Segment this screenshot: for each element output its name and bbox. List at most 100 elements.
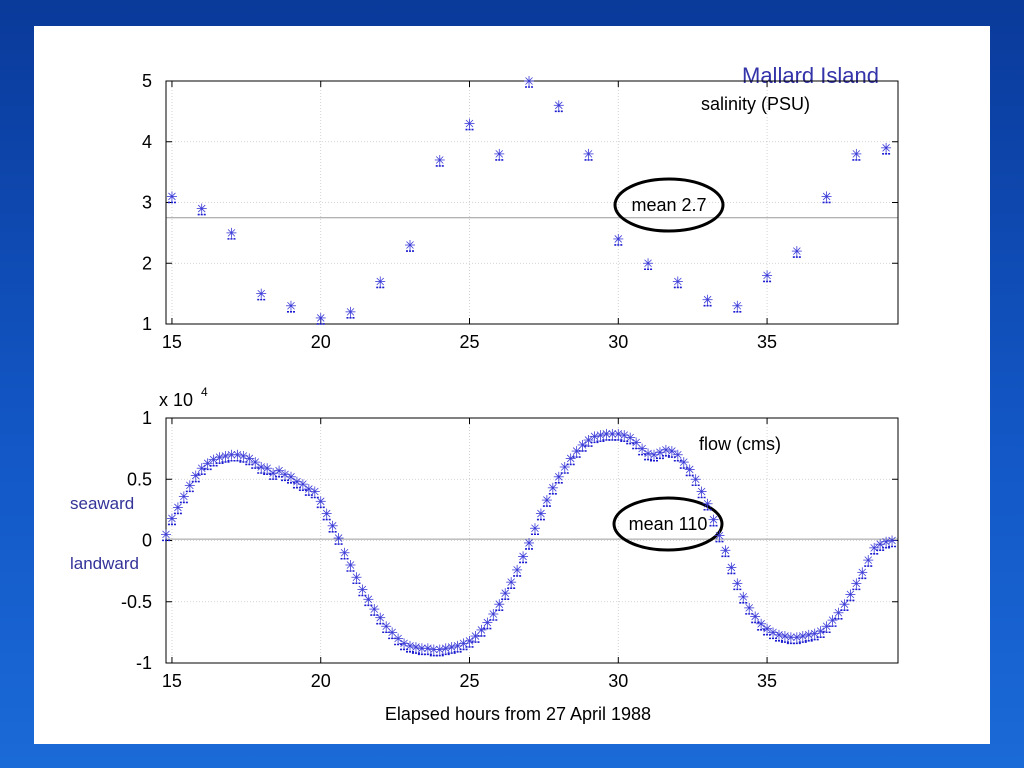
data-point xyxy=(678,457,689,469)
data-point xyxy=(339,547,350,560)
data-point xyxy=(643,258,654,271)
data-point xyxy=(696,486,707,499)
data-point xyxy=(446,642,457,654)
data-point xyxy=(553,100,564,113)
series-label: salinity (PSU) xyxy=(701,94,810,114)
x-tick-label: 30 xyxy=(608,332,628,352)
data-point xyxy=(631,437,642,450)
data-point xyxy=(434,644,445,657)
data-point xyxy=(250,457,261,469)
data-point xyxy=(726,562,737,575)
x-tick-label: 25 xyxy=(459,671,479,691)
data-point xyxy=(851,578,862,591)
data-point xyxy=(595,430,606,442)
data-point xyxy=(345,306,356,319)
data-point xyxy=(524,76,535,88)
data-point xyxy=(274,465,285,478)
data-point xyxy=(220,450,231,463)
data-point xyxy=(440,643,451,656)
mean-annotation: mean 2.7 xyxy=(631,195,706,215)
y-multiplier: x 10 xyxy=(159,390,193,410)
mean-annotation-ellipse xyxy=(613,177,725,233)
data-point xyxy=(422,643,433,656)
y-tick-label: 4 xyxy=(142,132,152,152)
data-point xyxy=(262,463,273,476)
data-point xyxy=(184,480,195,493)
x-tick-label: 15 xyxy=(162,671,182,691)
y-multiplier-exponent: 4 xyxy=(201,385,208,399)
slide-title: Mallard Island xyxy=(742,63,879,88)
data-point xyxy=(666,446,677,458)
data-point xyxy=(226,449,237,462)
data-point xyxy=(702,294,713,307)
data-point xyxy=(285,471,296,484)
y-tick-label: 0 xyxy=(142,531,152,551)
data-point xyxy=(309,486,320,499)
slide-panel: Mallard Island seaward landward xyxy=(34,26,990,744)
y-tick-label: -0.5 xyxy=(121,592,152,612)
y-tick-label: 0.5 xyxy=(127,469,152,489)
data-point xyxy=(381,621,392,634)
data-point xyxy=(750,611,761,624)
data-point xyxy=(321,508,332,521)
data-point xyxy=(458,638,469,651)
data-point xyxy=(226,227,237,240)
data-point xyxy=(345,560,356,572)
data-point xyxy=(773,629,784,642)
y-tick-label: 5 xyxy=(142,71,152,91)
data-point xyxy=(494,148,505,161)
data-point xyxy=(762,623,773,636)
data-point xyxy=(821,191,832,204)
data-point xyxy=(571,446,582,458)
mean-annotation-ellipse xyxy=(612,496,724,552)
data-point xyxy=(208,454,219,467)
data-point xyxy=(494,599,505,612)
x-tick-label: 25 xyxy=(459,332,479,352)
data-point xyxy=(601,428,612,441)
data-point xyxy=(369,604,380,616)
data-point xyxy=(547,482,558,495)
data-point xyxy=(744,602,755,615)
data-point xyxy=(161,529,171,542)
x-tick-label: 35 xyxy=(757,332,777,352)
data-point xyxy=(738,591,749,604)
data-point xyxy=(762,270,773,283)
data-point xyxy=(256,462,267,474)
data-point xyxy=(327,520,338,533)
data-point xyxy=(690,474,701,487)
data-point xyxy=(488,609,499,621)
data-point xyxy=(839,599,850,612)
data-point xyxy=(232,449,243,462)
data-point xyxy=(637,443,648,456)
data-point xyxy=(613,233,624,246)
data-point xyxy=(315,312,326,325)
data-point xyxy=(714,530,725,543)
data-point xyxy=(518,551,529,564)
data-point xyxy=(196,463,207,476)
data-point xyxy=(178,491,189,504)
data-point xyxy=(553,471,564,484)
data-point xyxy=(863,555,874,567)
data-point xyxy=(393,633,404,646)
data-point xyxy=(410,642,421,654)
mean-annotation: mean 110 xyxy=(629,514,708,534)
data-point xyxy=(190,470,201,483)
data-point xyxy=(791,632,802,645)
data-point xyxy=(434,154,445,167)
data-point xyxy=(672,276,683,289)
data-point xyxy=(482,617,493,630)
data-point xyxy=(375,276,386,289)
data-point xyxy=(821,621,832,634)
data-point xyxy=(643,448,654,461)
x-tick-label: 30 xyxy=(608,671,628,691)
data-point xyxy=(375,612,386,625)
data-point xyxy=(357,584,368,597)
data-point xyxy=(166,513,177,526)
data-point xyxy=(803,629,814,642)
data-point xyxy=(827,615,838,627)
data-point xyxy=(363,594,374,607)
y-tick-label: -1 xyxy=(136,653,152,673)
data-point xyxy=(797,631,808,643)
x-axis-label: Elapsed hours from 27 April 1988 xyxy=(385,704,651,724)
